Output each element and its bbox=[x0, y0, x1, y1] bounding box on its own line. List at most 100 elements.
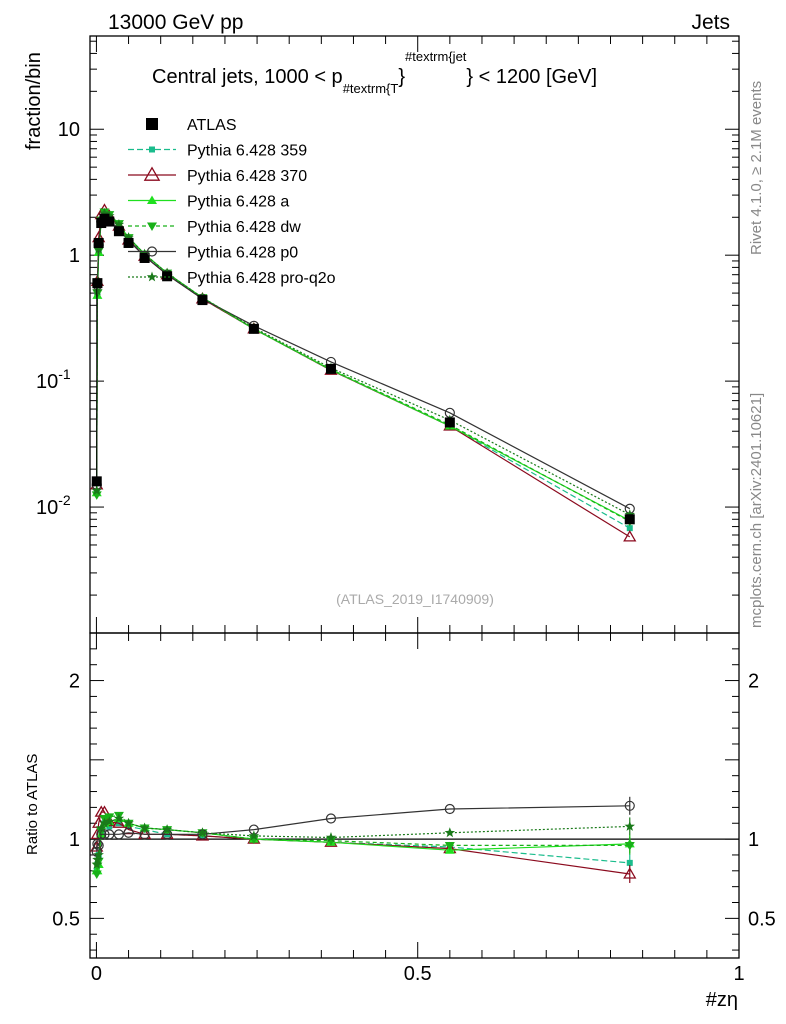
ratio-xtick-label: 0.5 bbox=[404, 963, 432, 985]
main-point-6 bbox=[113, 219, 125, 229]
main-point-0 bbox=[104, 216, 115, 227]
ratio-point-3 bbox=[624, 841, 635, 851]
title-sup-close: } bbox=[398, 66, 405, 88]
main-point-6 bbox=[92, 285, 103, 296]
ratio-ytick-label-left: 0.5 bbox=[52, 908, 80, 930]
legend-marker bbox=[146, 271, 158, 282]
ratio-xtick-label: 0 bbox=[91, 963, 102, 985]
main-line-3 bbox=[96, 212, 631, 522]
ratio-ytick-label-right: 1 bbox=[748, 829, 759, 851]
legend-label: Pythia 6.428 p0 bbox=[187, 245, 298, 262]
ratio-point-5 bbox=[197, 827, 208, 838]
ratio-point-5 bbox=[161, 824, 173, 834]
main-ytick-exp: -1 bbox=[58, 366, 71, 382]
legend: ATLAS Pythia 6.428 359 Pythia 6.428 370 Pyt… bbox=[128, 117, 336, 287]
legend-marker bbox=[147, 222, 157, 231]
ratio-point-5 bbox=[325, 832, 337, 842]
ratio-xtick-label: 1 bbox=[733, 963, 744, 985]
ratio-point-5 bbox=[248, 830, 260, 841]
site-label: mcplots.cern.ch [arXiv:2401.10621] bbox=[748, 393, 765, 628]
main-point-2 bbox=[623, 530, 637, 542]
main-point-6 bbox=[99, 207, 110, 218]
ratio-frame bbox=[89, 632, 740, 959]
energy-label: 13000 GeV pp bbox=[108, 11, 243, 34]
ratio-point-4 bbox=[92, 838, 103, 849]
main-ytick-base: 10 bbox=[58, 119, 80, 141]
ratio-xlabel: #zη bbox=[706, 989, 738, 1011]
main-ylabel: fraction/bin bbox=[23, 52, 45, 150]
ratio-point-0 bbox=[106, 823, 113, 830]
main-point-0 bbox=[93, 237, 104, 248]
ratio-series-group bbox=[90, 796, 637, 883]
legend-marker bbox=[146, 118, 158, 130]
ratio-point-3 bbox=[325, 837, 336, 846]
ratio-ytick-label-left: 1 bbox=[69, 829, 80, 851]
title-suffix: } < 1200 [GeV] bbox=[466, 66, 597, 88]
ratio-point-5 bbox=[624, 820, 635, 831]
legend-marker bbox=[149, 146, 155, 153]
main-ytick-base: 10 bbox=[36, 497, 58, 519]
main-point-0 bbox=[624, 514, 635, 525]
main-ytick-label: 10-1 bbox=[36, 366, 71, 393]
title-prefix: Central jets, 1000 < p bbox=[152, 66, 343, 88]
ratio-point-1 bbox=[623, 867, 637, 879]
ratio-point-3 bbox=[444, 841, 455, 851]
main-ytick-base: 10 bbox=[36, 371, 58, 393]
main-point-6 bbox=[91, 485, 102, 496]
main-point-0 bbox=[325, 363, 336, 374]
main-ytick-label: 1 bbox=[69, 245, 80, 267]
ratio-ytick-label-right: 0.5 bbox=[748, 908, 776, 930]
main-point-1 bbox=[626, 525, 633, 532]
ratio-point-4 bbox=[113, 829, 125, 840]
ratio-ylabel: Ratio to ATLAS bbox=[24, 754, 41, 855]
ratio-line-5 bbox=[96, 817, 630, 865]
main-ytick-label: 10 bbox=[58, 119, 80, 141]
ratio-point-4 bbox=[123, 827, 134, 838]
main-point-0 bbox=[92, 278, 103, 289]
main-line-4 bbox=[96, 211, 631, 522]
ratio-ytick-label-right: 2 bbox=[748, 671, 759, 693]
main-point-6 bbox=[123, 232, 134, 242]
main-series-group bbox=[90, 203, 637, 542]
legend-label: Pythia 6.428 pro-q2o bbox=[187, 270, 336, 287]
ratio-point-5 bbox=[139, 822, 150, 833]
main-line-6 bbox=[96, 212, 631, 516]
legend-marker bbox=[146, 246, 158, 257]
ratio-point-4 bbox=[104, 829, 115, 840]
main-ytick-exp: -2 bbox=[58, 492, 71, 508]
title-sub: #textrm{T bbox=[343, 81, 399, 96]
legend-label: ATLAS bbox=[187, 117, 237, 134]
category-label: Jets bbox=[691, 11, 730, 34]
main-point-0 bbox=[139, 252, 150, 263]
ratio-point-4 bbox=[99, 829, 110, 840]
ratio-point-5 bbox=[93, 849, 104, 860]
main-ytick-base: 1 bbox=[69, 245, 80, 267]
legend-label: Pythia 6.428 dw bbox=[187, 219, 301, 236]
legend-marker bbox=[147, 195, 157, 204]
main-ytick-label: 10-2 bbox=[36, 492, 71, 519]
ratio-point-5 bbox=[104, 816, 115, 827]
ratio-point-3 bbox=[91, 870, 102, 879]
ratio-point-5 bbox=[444, 827, 456, 838]
legend-label: Pythia 6.428 359 bbox=[187, 143, 307, 160]
rivet-label: Rivet 4.1.0, ≥ 2.1M events bbox=[748, 81, 765, 255]
main-point-0 bbox=[113, 226, 124, 237]
main-line-1 bbox=[96, 212, 631, 529]
main-line-5 bbox=[96, 216, 631, 510]
ratio-line-4 bbox=[96, 805, 630, 852]
ratio-point-3 bbox=[248, 835, 259, 845]
main-point-6 bbox=[93, 243, 104, 254]
main-point-0 bbox=[197, 295, 208, 306]
chart-title: Central jets, 1000 < p#textrm{T}#textrm{… bbox=[152, 49, 597, 96]
ratio-point-4 bbox=[325, 813, 337, 824]
main-point-0 bbox=[444, 417, 455, 428]
legend-label: Pythia 6.428 a bbox=[187, 194, 289, 211]
title-sup: #textrm{jet bbox=[405, 49, 467, 64]
main-point-0 bbox=[123, 237, 134, 248]
ratio-point-5 bbox=[91, 859, 102, 869]
legend-marker bbox=[143, 166, 161, 181]
ratio-point-5 bbox=[113, 813, 125, 823]
ratio-point-5 bbox=[99, 817, 110, 828]
ratio-axis-ticks: 0.5 0.5 1 1 2 2 0 0.5 1 bbox=[52, 632, 776, 985]
